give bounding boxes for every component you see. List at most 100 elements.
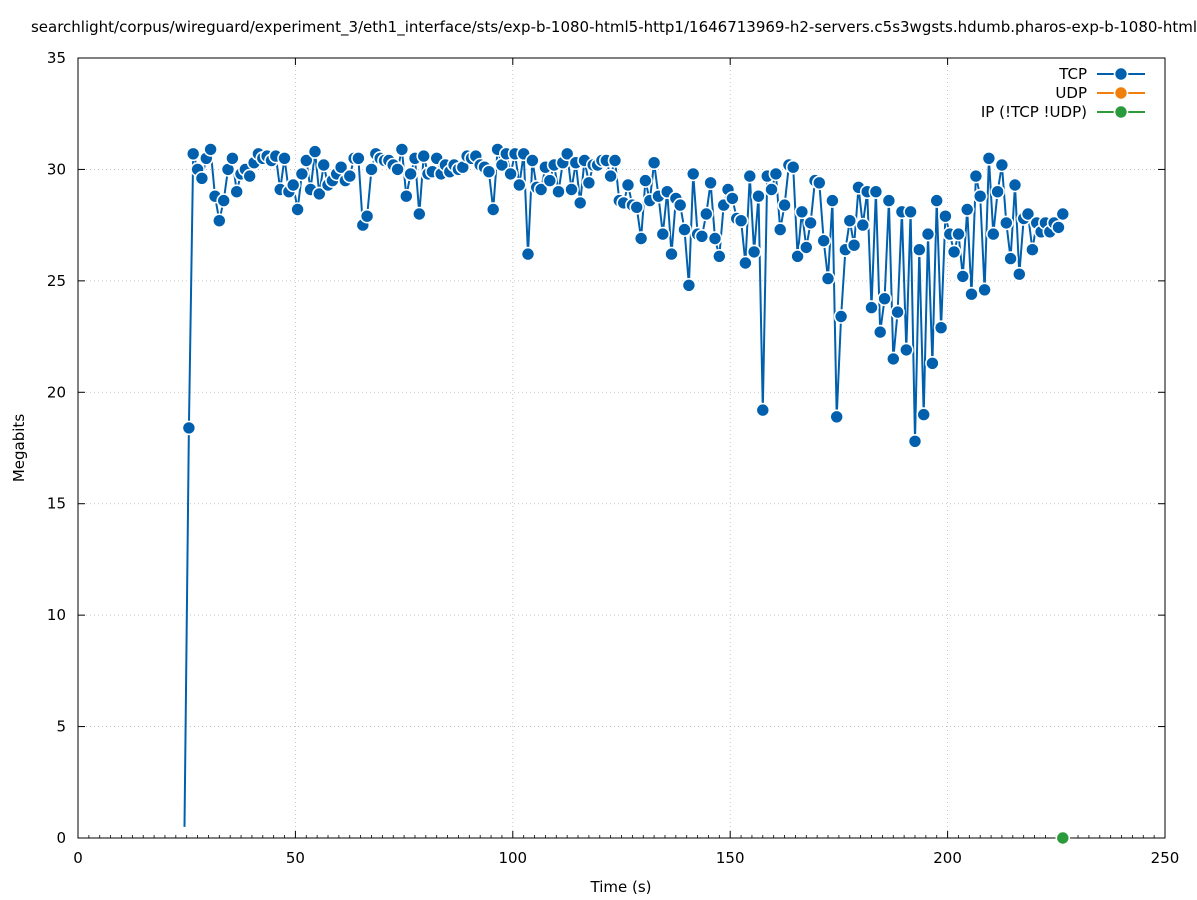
data-point-tcp [203, 142, 218, 157]
data-point-tcp [803, 215, 818, 231]
data-point-tcp [403, 166, 418, 182]
data-point-tcp [955, 269, 971, 284]
data-point-tcp [581, 175, 597, 191]
data-point-tcp [798, 240, 814, 255]
data-point-tcp [725, 191, 740, 206]
data-point-tcp [898, 342, 914, 358]
data-point-tcp [707, 231, 723, 246]
x-tick-label: 50 [286, 849, 305, 867]
data-point-tcp [416, 148, 432, 164]
data-point-tcp [185, 146, 201, 162]
data-point-tcp [855, 217, 871, 233]
data-point-tcp [825, 193, 840, 208]
data-point-tcp [877, 291, 892, 307]
data-point-tcp [394, 142, 410, 157]
data-point-tcp [885, 351, 901, 367]
data-point-tcp [768, 166, 784, 182]
data-point-tcp [846, 237, 862, 253]
data-point-tcp [946, 244, 962, 260]
data-point-tcp [968, 168, 984, 184]
data-point-tcp [959, 202, 975, 217]
y-tick-label: 0 [56, 829, 66, 847]
data-point-tcp [564, 182, 579, 197]
legend-swatch-marker [1113, 66, 1129, 82]
y-tick-label: 30 [47, 160, 66, 178]
data-point-tcp [785, 159, 801, 175]
x-tick-label: 0 [73, 849, 83, 867]
legend-label: IP (!TCP !UDP) [981, 103, 1087, 121]
data-point-tcp [677, 222, 692, 237]
data-point-tcp [751, 188, 766, 204]
data-point-tcp [794, 204, 810, 220]
data-point-tcp [672, 197, 688, 213]
data-point-tcp [655, 226, 671, 242]
data-point-tcp [551, 184, 566, 199]
data-point-tcp [994, 157, 1010, 173]
data-point-tcp [290, 202, 305, 217]
data-point-tcp [520, 246, 536, 262]
series-layer [181, 142, 1071, 846]
data-point-tcp [298, 153, 314, 168]
data-point-tcp [485, 202, 501, 217]
data-point-tcp [685, 166, 701, 182]
series-line-tcp [183, 145, 1064, 827]
data-point-tcp [907, 433, 923, 449]
data-point-tcp [755, 402, 771, 418]
data-point-tcp [1025, 242, 1040, 257]
data-point-tcp [316, 157, 332, 173]
x-tick-label: 200 [933, 849, 962, 867]
chart-title: searchlight/corpus/wireguard/experiment_… [30, 18, 1197, 36]
data-point-tcp [351, 151, 366, 166]
data-point-tcp [764, 182, 779, 197]
data-point-tcp [307, 144, 323, 159]
data-point-tcp [277, 151, 292, 166]
data-point-tcp [977, 282, 992, 298]
legend-swatch-marker [1113, 85, 1129, 101]
data-point-tcp [620, 177, 636, 193]
data-point-tcp [285, 177, 301, 193]
data-point-tcp [703, 175, 718, 191]
data-point-tcp [816, 233, 832, 248]
data-point-tcp [964, 286, 979, 302]
data-point-tcp [742, 168, 758, 184]
data-point-tcp [333, 159, 349, 175]
x-tick-label: 250 [1151, 849, 1180, 867]
data-point-tcp [998, 215, 1014, 231]
data-point-tcp [738, 255, 753, 271]
data-point-tcp [903, 204, 918, 220]
data-point-tcp [985, 226, 1001, 242]
y-axis-label: Megabits [10, 414, 28, 482]
data-point-tcp [481, 164, 497, 179]
data-point-tcp [533, 182, 549, 197]
data-point-tcp [833, 309, 849, 324]
data-point-tcp [881, 193, 897, 208]
data-point-tcp [681, 277, 697, 293]
y-tick-label: 10 [47, 606, 66, 624]
data-point-tcp [525, 153, 540, 168]
data-point-tcp [1003, 251, 1018, 266]
data-point-tcp [242, 168, 257, 184]
data-point-tcp [194, 171, 210, 186]
data-point-tcp [342, 168, 358, 184]
data-point-tcp [911, 242, 927, 257]
data-point-tcp [503, 166, 518, 182]
x-tick-label: 100 [498, 849, 527, 867]
data-point-tcp [572, 195, 588, 211]
data-point-tcp [629, 200, 645, 215]
data-point-tcp [1020, 206, 1036, 222]
legend-label: TCP [1058, 65, 1087, 83]
data-point-tcp [746, 244, 762, 260]
data-point-tcp [359, 208, 375, 224]
data-point-tcp [951, 226, 966, 242]
data-point-tcp [607, 153, 623, 168]
data-point-tcp [216, 193, 231, 208]
data-point-tcp [981, 151, 997, 166]
data-point-tcp [1011, 266, 1027, 282]
data-point-tcp [694, 229, 710, 244]
data-point-tcp [929, 193, 945, 208]
data-point-tcp [698, 206, 714, 222]
data-point-tcp [511, 177, 527, 193]
data-point-tcp [229, 184, 244, 199]
data-point-tcp [633, 231, 649, 246]
